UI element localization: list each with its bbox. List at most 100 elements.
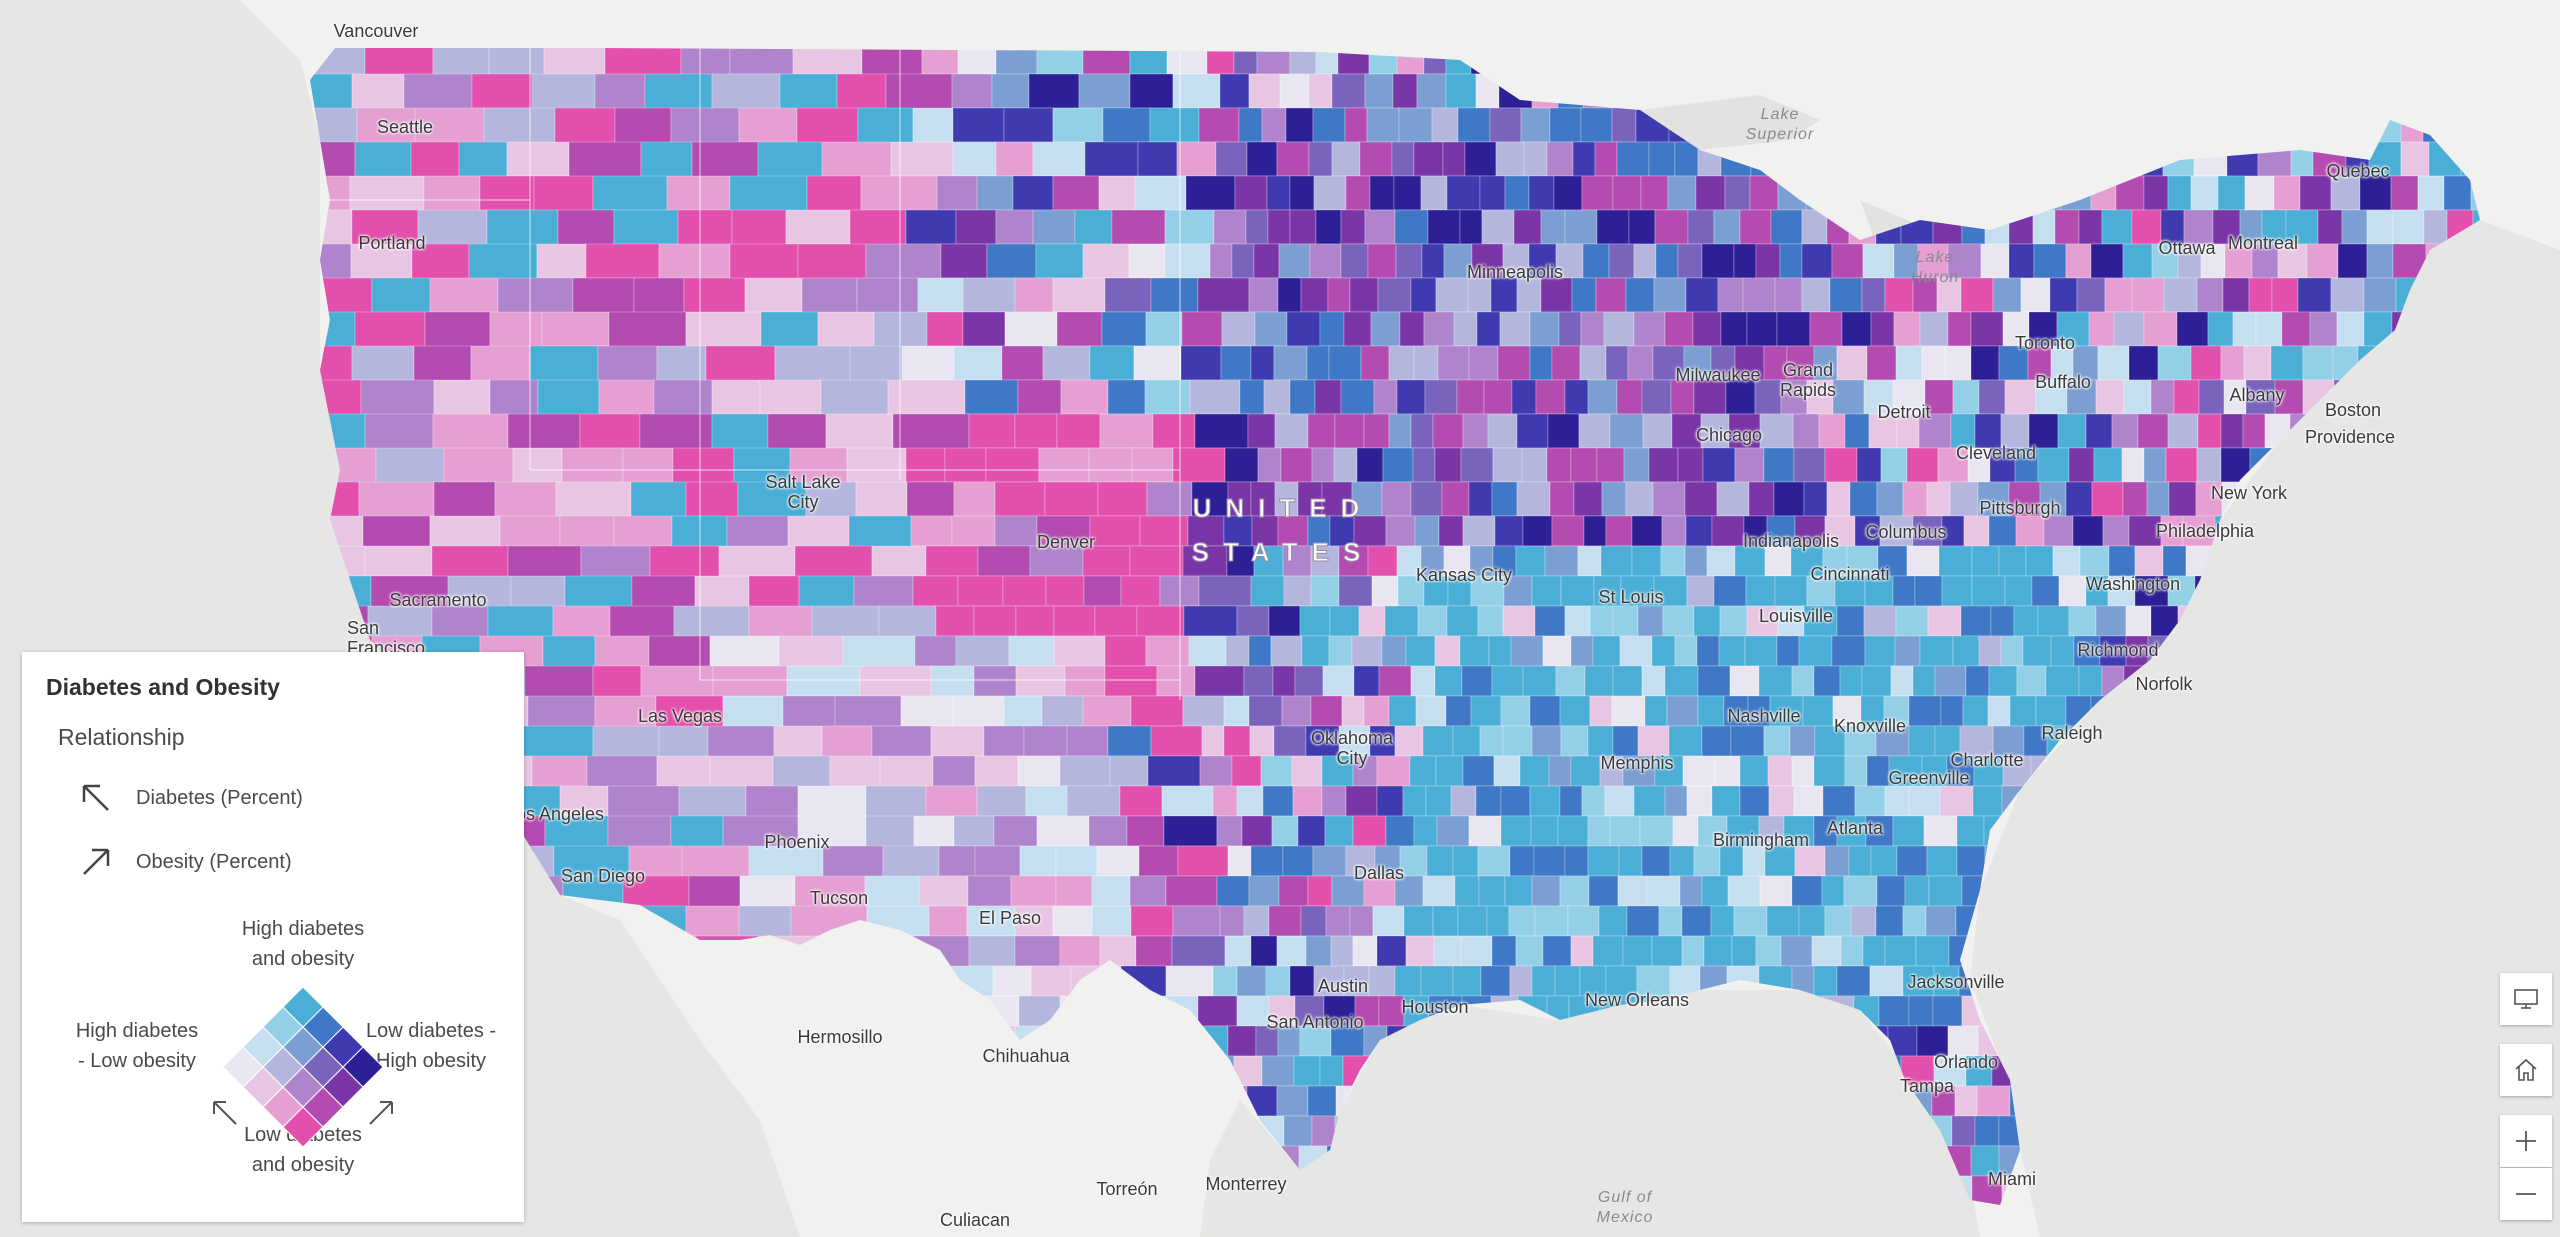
county-cell (1625, 277, 1655, 313)
county-cell (2025, 545, 2054, 577)
county-cell (1653, 575, 1688, 607)
county-cell (1014, 413, 1058, 449)
county-cell (1107, 379, 1146, 415)
county-cell (2107, 575, 2136, 607)
county-cell (1094, 605, 1138, 637)
county-cell (1848, 845, 1872, 877)
city-label-columbus: Columbus (1865, 522, 1947, 542)
county-cell (2134, 545, 2164, 577)
county-cell (658, 725, 709, 760)
county-cell (2016, 665, 2047, 697)
county-cell (1487, 413, 1518, 449)
county-cell (1651, 635, 1676, 667)
county-cell (1402, 785, 1427, 817)
county-cell (1509, 965, 1533, 997)
county-cell (1927, 605, 1962, 637)
county-cell (1618, 845, 1643, 877)
county-cell (2242, 413, 2266, 449)
county-cell (1764, 845, 1796, 877)
county-cell (2122, 481, 2148, 517)
legend-label-line: - Low obesity (78, 1050, 196, 1072)
county-cell (1939, 785, 1974, 817)
county-cell (1055, 845, 1098, 877)
county-cell (1951, 1115, 1976, 1147)
county-cell (2245, 379, 2276, 415)
county-cell (1861, 665, 1892, 697)
legend-label-top: High diabetes and obesity (188, 914, 418, 974)
county-cell (1452, 845, 1479, 877)
county-cell (2058, 575, 2087, 607)
county-cell (1243, 665, 1274, 697)
city-label-atlanta: Atlanta (1826, 818, 1884, 838)
county-cell (1666, 695, 1699, 727)
county-cell (1954, 1085, 1978, 1117)
county-cell (2330, 175, 2361, 211)
legend-obesity-axis-label: Obesity (Percent) (136, 850, 292, 873)
county-cell (1216, 815, 1243, 847)
county-cell (1974, 1115, 2000, 1147)
county-cell (1109, 755, 1149, 787)
county-cell (1129, 545, 1184, 577)
county-cell (1531, 725, 1562, 757)
county-cell (1633, 243, 1657, 279)
county-cell (1328, 345, 1362, 381)
county-cell (1349, 277, 1379, 313)
county-cell (994, 481, 1046, 517)
county-cell (1163, 815, 1218, 847)
county-cell (1774, 277, 1803, 313)
county-cell (1583, 515, 1607, 547)
county-cell (1286, 311, 1321, 347)
county-cell (2366, 243, 2394, 279)
city-label-new-orleans: New Orleans (1584, 990, 1690, 1010)
county-cell (1593, 575, 1622, 607)
county-cell (1560, 725, 1589, 757)
county-cell (1513, 209, 1542, 245)
county-cell (1248, 277, 1279, 313)
county-cell (957, 48, 997, 75)
county-cell (1283, 1115, 1313, 1147)
county-cell (1792, 413, 1820, 449)
county-cell (568, 141, 642, 183)
county-cell (2079, 545, 2110, 577)
county-cell (1499, 311, 1531, 347)
legend-subtitle: Relationship (58, 724, 185, 750)
county-cell (1395, 243, 1423, 279)
county-cell (1373, 379, 1398, 415)
county-cell (2271, 277, 2299, 313)
water-label-line: Mexico (1596, 1209, 1654, 1226)
county-cell (1529, 311, 1560, 347)
county-cell (1413, 815, 1438, 847)
county-cell (1864, 575, 1894, 607)
county-cell (1831, 243, 1864, 279)
county-cell (1711, 515, 1745, 547)
city-label-salt-lake-city: Salt Lake City (765, 472, 841, 512)
zoom-in-button[interactable] (2500, 1115, 2552, 1167)
county-cell (1338, 575, 1373, 607)
home-button[interactable] (2500, 1044, 2552, 1096)
county-cell (656, 755, 711, 792)
county-cell (1925, 905, 1957, 937)
county-cell (1693, 605, 1721, 637)
county-cell (1701, 243, 1735, 279)
county-cell (1410, 481, 1443, 517)
county-cell (670, 815, 724, 849)
country-label: UNITED STATES (1191, 486, 1375, 574)
county-cell (1793, 447, 1826, 483)
county-cell (1604, 785, 1635, 817)
county-cell (1345, 175, 1371, 211)
county-cell (1648, 141, 1676, 177)
county-cell (953, 815, 995, 847)
zoom-out-button[interactable] (2500, 1168, 2552, 1220)
county-cell (1880, 447, 1908, 483)
county-cell (1642, 413, 1673, 449)
county-cell (497, 277, 574, 318)
county-cell (1297, 815, 1326, 847)
county-cell (1060, 379, 1109, 415)
county-cell (1594, 141, 1618, 177)
county-cell (1952, 635, 1980, 667)
county-cell (1616, 141, 1650, 177)
county-cell (1012, 175, 1054, 211)
fullscreen-button[interactable] (2500, 973, 2552, 1025)
city-label-indianapolis: Indianapolis (1742, 531, 1840, 551)
county-cell (1059, 755, 1111, 787)
